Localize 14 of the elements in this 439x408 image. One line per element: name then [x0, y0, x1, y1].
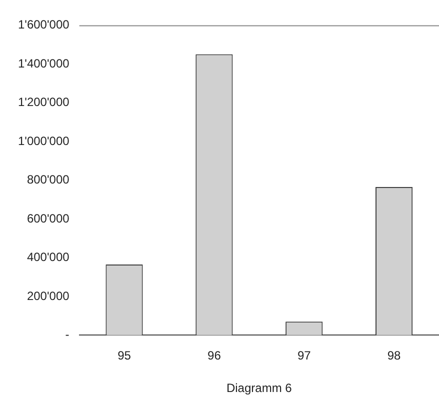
x-tick-label: 98: [387, 348, 402, 363]
x-tick-label: 97: [297, 348, 312, 363]
x-axis-title: Diagramm 6: [226, 381, 292, 396]
y-tick-label: 1'000'000: [18, 134, 70, 148]
x-tick-label: 96: [208, 348, 222, 363]
y-tick-label: -: [65, 328, 70, 342]
y-tick-label: 600'000: [26, 211, 70, 226]
y-tick-label: 1'200'000: [18, 95, 70, 110]
x-tick-label: 95: [118, 348, 132, 363]
y-tick-label: 800'000: [26, 172, 70, 187]
y-tick-label: 400'000: [26, 250, 70, 264]
y-tick-label: 200'000: [26, 288, 70, 303]
y-tick-label: 1'600'000: [18, 18, 70, 32]
y-tick-label: 1'400'000: [18, 56, 70, 70]
